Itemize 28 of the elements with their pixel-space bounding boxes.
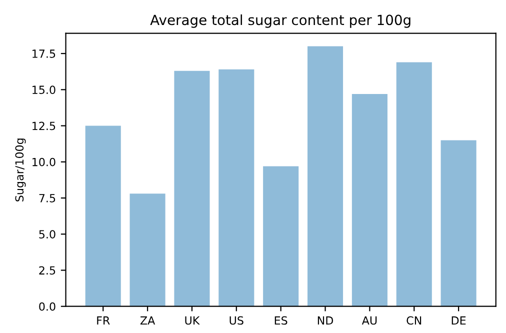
x-tick-label: AU <box>362 316 377 325</box>
bar <box>440 140 476 306</box>
y-tick-label: 15.0 <box>32 86 56 94</box>
x-tick-label: ES <box>274 316 288 325</box>
y-axis-title: Sugar/100g <box>15 138 26 202</box>
bar <box>218 69 254 306</box>
x-tick-label: UK <box>185 316 200 325</box>
bar <box>174 70 210 306</box>
bar <box>352 94 388 306</box>
y-tick-label: 10.0 <box>32 158 56 166</box>
y-tick-label: 17.5 <box>32 50 56 58</box>
y-tick-label: 2.5 <box>39 266 56 275</box>
x-tick-label: FR <box>97 316 110 325</box>
x-tick-label: CN <box>406 316 422 325</box>
x-tick-label: US <box>230 316 244 325</box>
x-tick-label: ND <box>318 316 334 325</box>
y-tick-label: 0.0 <box>39 302 56 311</box>
bar <box>307 46 344 306</box>
bar <box>85 126 121 306</box>
bar <box>130 194 166 306</box>
y-tick-label: 5.0 <box>39 230 56 238</box>
y-tick-label: 12.5 <box>32 122 56 130</box>
x-tick-label: DE <box>452 316 466 325</box>
bar <box>396 62 432 306</box>
x-tick-label: ZA <box>140 316 156 325</box>
bar <box>263 166 299 306</box>
y-tick-label: 7.5 <box>39 194 56 202</box>
chart-title: Average total sugar content per 100g <box>150 14 410 28</box>
